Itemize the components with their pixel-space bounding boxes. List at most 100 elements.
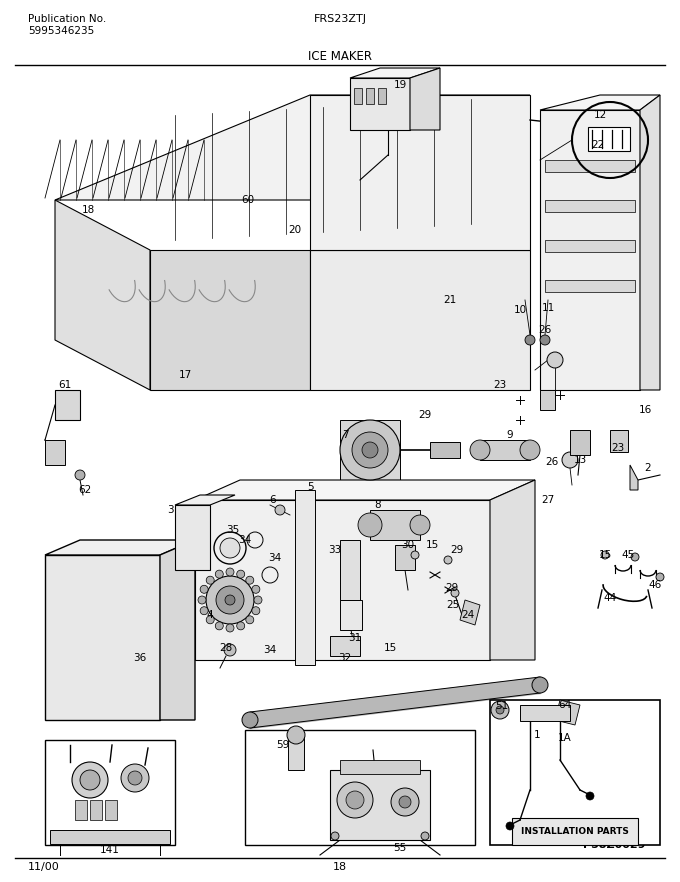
Text: 64: 64	[558, 700, 572, 710]
Circle shape	[216, 570, 223, 578]
Circle shape	[352, 432, 388, 468]
Polygon shape	[195, 480, 535, 500]
Polygon shape	[45, 740, 175, 845]
Text: 7: 7	[341, 430, 348, 440]
Text: 18: 18	[82, 205, 95, 215]
Text: 34: 34	[263, 645, 277, 655]
Text: 23: 23	[611, 443, 625, 453]
Polygon shape	[50, 830, 170, 844]
Polygon shape	[555, 700, 580, 725]
Polygon shape	[540, 95, 660, 110]
Circle shape	[245, 576, 254, 584]
Text: 21: 21	[443, 295, 457, 305]
Bar	[340, 600, 362, 630]
Text: 15: 15	[384, 643, 396, 653]
Text: 5: 5	[307, 482, 313, 492]
Bar	[545, 240, 635, 252]
Polygon shape	[340, 420, 400, 480]
Polygon shape	[310, 95, 530, 250]
Text: 45: 45	[622, 550, 634, 560]
Text: 31: 31	[348, 633, 362, 643]
Polygon shape	[45, 540, 195, 555]
Circle shape	[496, 706, 504, 714]
Circle shape	[337, 782, 373, 818]
Text: 27: 27	[541, 495, 555, 505]
Circle shape	[121, 764, 149, 792]
Circle shape	[72, 762, 108, 798]
Text: FRS23ZTJ: FRS23ZTJ	[313, 14, 367, 24]
Circle shape	[340, 420, 400, 480]
Polygon shape	[55, 95, 530, 200]
Circle shape	[506, 822, 514, 830]
Circle shape	[220, 538, 240, 558]
Polygon shape	[490, 700, 660, 845]
Circle shape	[421, 832, 429, 840]
Text: 29: 29	[418, 410, 432, 420]
Polygon shape	[460, 600, 480, 625]
Polygon shape	[175, 505, 210, 570]
Polygon shape	[410, 68, 440, 130]
Circle shape	[491, 701, 509, 719]
Circle shape	[362, 442, 378, 458]
Text: 6: 6	[270, 495, 276, 505]
Circle shape	[206, 576, 214, 584]
Circle shape	[216, 586, 244, 614]
Text: 29: 29	[450, 545, 464, 555]
Circle shape	[206, 616, 214, 624]
Text: 16: 16	[639, 405, 651, 415]
Text: 34: 34	[239, 535, 252, 545]
Text: 15: 15	[426, 540, 439, 550]
Bar	[570, 430, 590, 455]
Text: 1A: 1A	[558, 733, 572, 743]
Polygon shape	[45, 440, 65, 465]
Text: 141: 141	[100, 845, 120, 855]
Text: 29: 29	[445, 583, 458, 593]
Polygon shape	[150, 250, 310, 390]
Polygon shape	[105, 800, 117, 820]
Text: 3: 3	[167, 505, 173, 515]
Text: 36: 36	[133, 653, 147, 663]
Circle shape	[80, 770, 100, 790]
Text: 15: 15	[598, 550, 611, 560]
Circle shape	[254, 596, 262, 604]
Polygon shape	[480, 440, 530, 460]
Bar	[610, 430, 628, 452]
Text: 1: 1	[534, 730, 541, 740]
Circle shape	[226, 624, 234, 632]
Bar	[540, 390, 555, 410]
Text: 8: 8	[375, 500, 381, 510]
Text: 12: 12	[594, 110, 607, 120]
Text: 26: 26	[545, 457, 559, 467]
Text: 23: 23	[494, 380, 507, 390]
Circle shape	[547, 352, 563, 368]
Text: 61: 61	[58, 380, 71, 390]
Circle shape	[532, 677, 548, 693]
Circle shape	[75, 470, 85, 480]
Text: 30: 30	[401, 540, 415, 550]
Text: 18: 18	[333, 862, 347, 872]
Text: 4: 4	[207, 610, 214, 620]
Circle shape	[331, 832, 339, 840]
Polygon shape	[310, 250, 530, 390]
Circle shape	[200, 586, 208, 594]
Text: 11/00: 11/00	[28, 862, 60, 872]
Text: 17: 17	[178, 370, 192, 380]
Text: ICE MAKER: ICE MAKER	[308, 50, 372, 63]
Circle shape	[287, 726, 305, 744]
Polygon shape	[75, 800, 87, 820]
Circle shape	[586, 792, 594, 800]
Polygon shape	[350, 68, 440, 78]
Circle shape	[226, 568, 234, 576]
Text: 2: 2	[645, 463, 651, 473]
Polygon shape	[90, 800, 102, 820]
Text: 11: 11	[541, 303, 555, 313]
Bar	[366, 88, 374, 104]
Polygon shape	[340, 540, 360, 600]
Polygon shape	[55, 390, 80, 420]
Polygon shape	[330, 770, 430, 840]
Polygon shape	[340, 760, 420, 774]
Text: 60: 60	[241, 195, 254, 205]
Text: 13: 13	[573, 455, 587, 465]
Circle shape	[470, 440, 490, 460]
Text: 20: 20	[288, 225, 301, 235]
